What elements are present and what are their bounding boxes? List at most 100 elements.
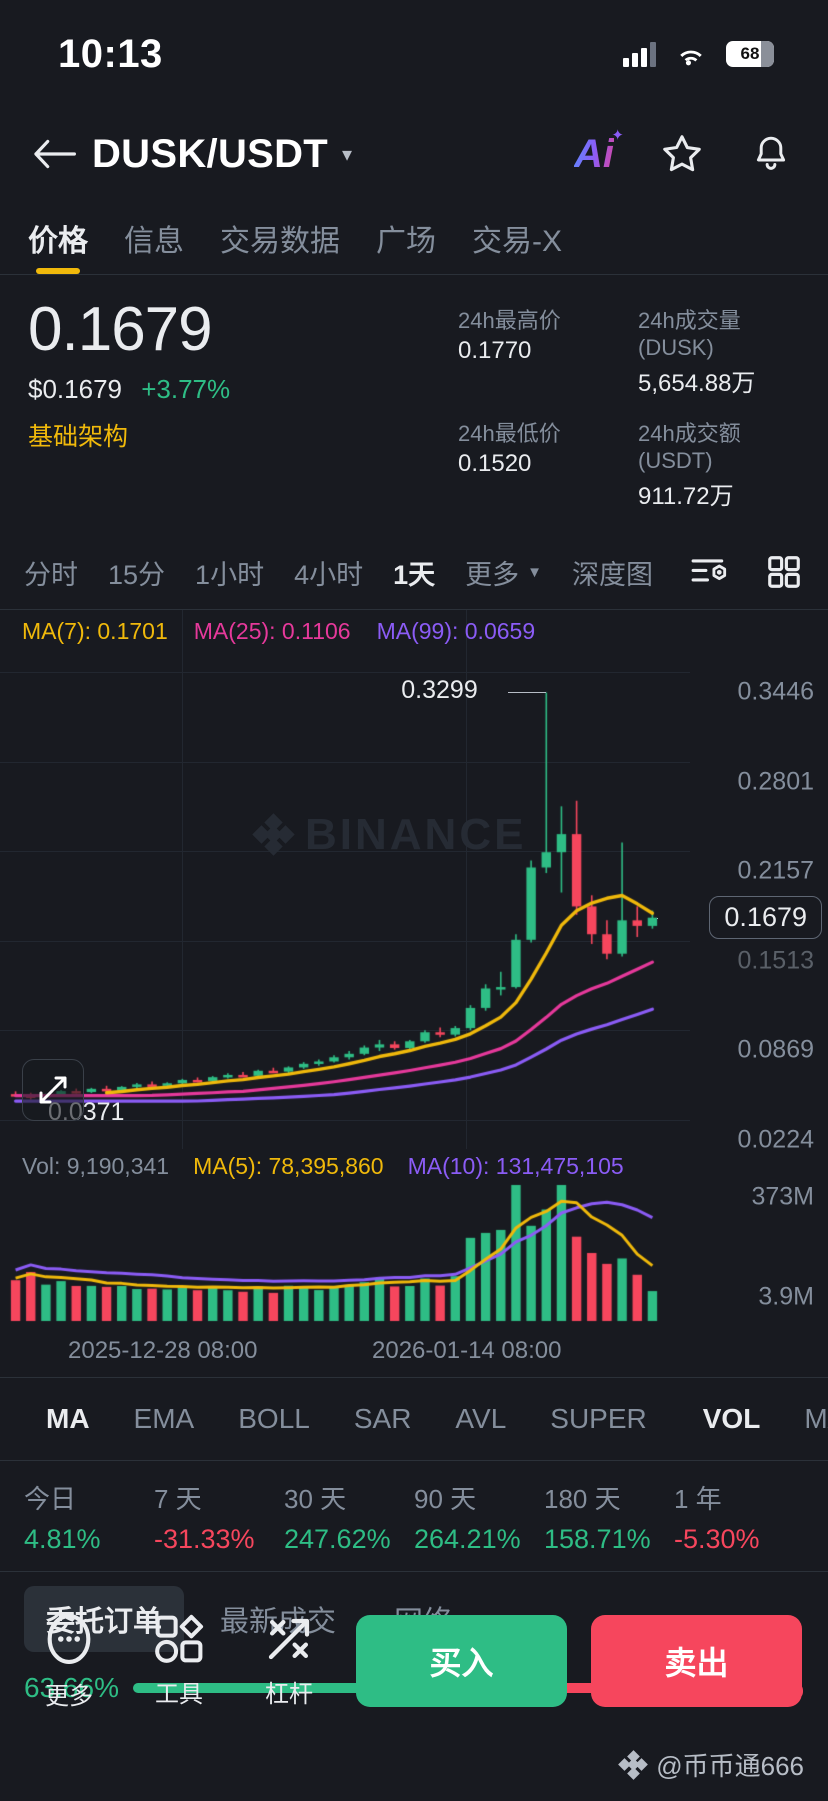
- interval-15m[interactable]: 15分: [108, 559, 166, 590]
- chevron-down-icon: ▼: [527, 563, 542, 581]
- stat-low-value: 0.1520: [458, 450, 532, 477]
- indicator-boll[interactable]: BOLL: [238, 1403, 310, 1434]
- price-axis-tick: 0.2801: [737, 767, 814, 796]
- stats-grid: 24h最高价 0.1770 24h成交量(DUSK) 5,654.88万 24h…: [458, 297, 800, 525]
- binance-logo-icon: [618, 1749, 649, 1780]
- tab-trade-data[interactable]: 交易数据: [220, 225, 340, 258]
- indicator-sar[interactable]: SAR: [353, 1403, 412, 1434]
- perf-30d: 30 天 247.62%: [284, 1479, 414, 1555]
- tab-info[interactable]: 信息: [124, 225, 184, 258]
- more-button[interactable]: 更多: [26, 1610, 112, 1711]
- chevron-down-icon[interactable]: ▾: [342, 143, 353, 166]
- perf-1y-value: -5.30%: [674, 1524, 760, 1554]
- performance-row: 今日 4.81% 7 天 -31.33% 30 天 247.62% 90 天 2…: [0, 1461, 828, 1571]
- perf-180d: 180 天 158.71%: [544, 1479, 674, 1555]
- interval-1h[interactable]: 1小时: [195, 559, 265, 590]
- last-price: 0.1679: [28, 295, 213, 364]
- wifi-icon: [680, 50, 702, 66]
- price-chart[interactable]: MA(7): 0.1701 MA(25): 0.1106 MA(99): 0.0…: [0, 609, 828, 1154]
- buy-ratio-label: 63.66%: [24, 1672, 119, 1703]
- time-tick-1: 2025-12-28 08:00: [68, 1337, 258, 1364]
- ma25-legend: MA(25): 0.1106: [193, 618, 351, 644]
- perf-90d: 90 天 264.21%: [414, 1479, 544, 1555]
- perf-1y: 1 年 -5.30%: [674, 1479, 804, 1555]
- battery-level: 68: [740, 44, 760, 63]
- price-axis: 0.3446 0.2801 0.2157 0.1513 0.0869 0.0224: [680, 610, 820, 1154]
- interval-more-button[interactable]: 更多 ▼: [465, 553, 542, 592]
- indicator-ema[interactable]: EMA: [133, 1403, 195, 1434]
- perf-180d-label: 180 天: [544, 1484, 621, 1514]
- tools-button-label: 工具: [155, 1681, 203, 1708]
- current-price-dashed-line: [657, 917, 658, 919]
- status-bar: 10:13 68: [0, 0, 828, 108]
- sell-button[interactable]: 卖出: [591, 1614, 802, 1707]
- buy-button[interactable]: 买入: [356, 1614, 567, 1707]
- battery-indicator: 68: [726, 41, 774, 67]
- perf-30d-value: 247.62%: [284, 1524, 391, 1554]
- usd-price: $0.1679: [28, 373, 122, 404]
- stat-low-label: 24h最低价: [458, 421, 561, 446]
- ai-button[interactable]: Ai: [574, 126, 624, 177]
- stat-high-label: 24h最高价: [458, 308, 561, 333]
- volume-legend-ma10: MA(10): 131,475,105: [407, 1153, 624, 1179]
- price-left: 0.1679 $0.1679 +3.77% 基础架构: [28, 295, 458, 525]
- leverage-button-label: 杠杆: [265, 1681, 313, 1708]
- user-watermark: @币币通666: [618, 1746, 804, 1783]
- indicator-macd[interactable]: MACD: [804, 1403, 828, 1434]
- category-tag[interactable]: 基础架构: [28, 422, 129, 451]
- expand-chart-button[interactable]: [22, 1058, 84, 1121]
- interval-1d[interactable]: 1天: [393, 559, 436, 590]
- stat-volume-base-value: 5,654.88万: [638, 370, 756, 397]
- volume-legend-ma5: MA(5): 78,395,860: [193, 1153, 384, 1179]
- star-icon[interactable]: [660, 132, 704, 176]
- depth-chart-button[interactable]: 深度图: [572, 559, 653, 590]
- volume-axis-min: 3.9M: [758, 1282, 814, 1311]
- volume-canvas[interactable]: [0, 1149, 828, 1329]
- bottom-action-bar: 更多 工具 杠杆 买入 卖出: [0, 1610, 828, 1711]
- candlestick-canvas[interactable]: [0, 610, 828, 1150]
- cellular-signal-icon: [623, 41, 656, 67]
- perf-180d-value: 158.71%: [544, 1524, 651, 1554]
- tab-price[interactable]: 价格: [28, 216, 88, 274]
- indicator-vol[interactable]: VOL: [702, 1403, 761, 1434]
- indicator-ma[interactable]: MA: [46, 1403, 90, 1434]
- grid-layout-icon[interactable]: [764, 553, 804, 591]
- interval-line[interactable]: 分时: [24, 559, 78, 590]
- change-percent: +3.77%: [141, 373, 231, 404]
- perf-90d-label: 90 天: [414, 1484, 477, 1514]
- back-button[interactable]: [26, 126, 82, 182]
- indicator-avl[interactable]: AVL: [455, 1403, 507, 1434]
- stat-high-value: 0.1770: [458, 337, 532, 364]
- perf-today-label: 今日: [24, 1484, 77, 1514]
- interval-more-label: 更多: [465, 559, 520, 590]
- page-title[interactable]: DUSK/USDT: [92, 131, 329, 176]
- tab-trade-x[interactable]: 交易-X: [472, 225, 562, 258]
- tools-button[interactable]: 工具: [136, 1612, 222, 1709]
- ma99-legend: MA(99): 0.0659: [376, 618, 536, 644]
- tools-icon: [155, 1614, 204, 1663]
- interval-bar: 分时 15分 1小时 4小时 1天 更多 ▼ 深度图: [0, 535, 828, 609]
- price-axis-tick: 0.2157: [737, 856, 814, 885]
- perf-1y-label: 1 年: [674, 1484, 722, 1514]
- header-divider: [0, 274, 828, 275]
- price-axis-tick: 0.0869: [737, 1035, 814, 1064]
- time-tick-2: 2026-01-14 08:00: [372, 1337, 562, 1364]
- interval-4h[interactable]: 4小时: [294, 559, 364, 590]
- time-axis: 2025-12-28 08:00 2026-01-14 08:00: [0, 1329, 828, 1377]
- status-time: 10:13: [58, 31, 163, 76]
- volume-legend-vol: Vol: 9,190,341: [22, 1153, 170, 1179]
- price-axis-tick: 0.0224: [737, 1125, 814, 1154]
- indicator-super[interactable]: SUPER: [550, 1403, 647, 1434]
- leverage-button[interactable]: 杠杆: [246, 1612, 332, 1709]
- price-summary: 0.1679 $0.1679 +3.77% 基础架构 24h最高价 0.1770…: [0, 275, 828, 535]
- price-sub-row: $0.1679 +3.77%: [28, 374, 458, 405]
- user-watermark-text: @币币通666: [656, 1751, 804, 1781]
- order-tab-trades[interactable]: 最新成交: [220, 1606, 337, 1638]
- bell-icon[interactable]: [750, 132, 792, 176]
- volume-chart[interactable]: Vol: 9,190,341 MA(5): 78,395,860 MA(10):…: [0, 1149, 828, 1329]
- chart-settings-icon[interactable]: [688, 553, 730, 591]
- arrow-left-icon: [34, 139, 76, 169]
- perf-today: 今日 4.81%: [24, 1479, 154, 1555]
- tab-square[interactable]: 广场: [376, 225, 436, 258]
